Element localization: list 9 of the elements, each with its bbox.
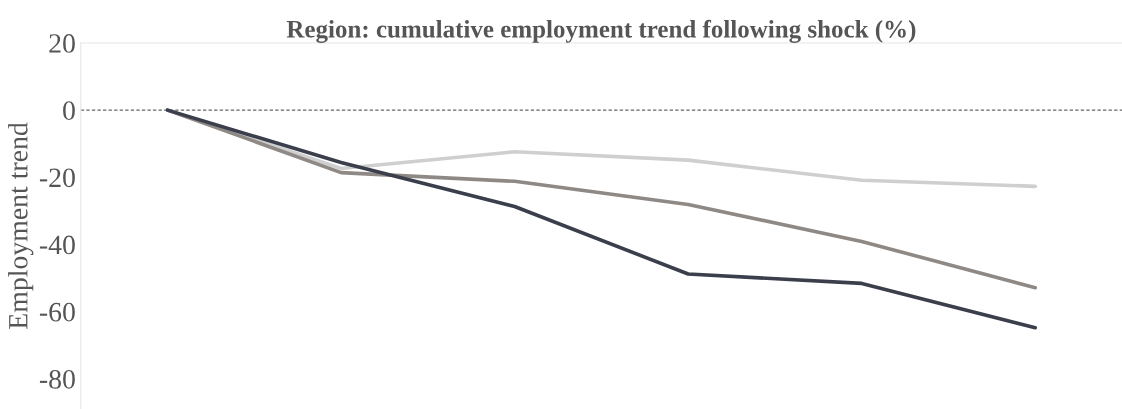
y-tick-label: 20 [49, 34, 75, 53]
y-tick-label: -60 [39, 302, 75, 322]
line-series [165, 108, 1038, 330]
y-tick-label: -80 [39, 369, 75, 389]
chart-title: Region: cumulative employment trend following shock (%) [286, 19, 916, 43]
y-tick-label: 0 [63, 101, 75, 121]
y-axis-title: Employment trend [8, 122, 34, 329]
y-tick-label: -20 [39, 168, 75, 188]
y-tick-label: -40 [39, 235, 75, 255]
